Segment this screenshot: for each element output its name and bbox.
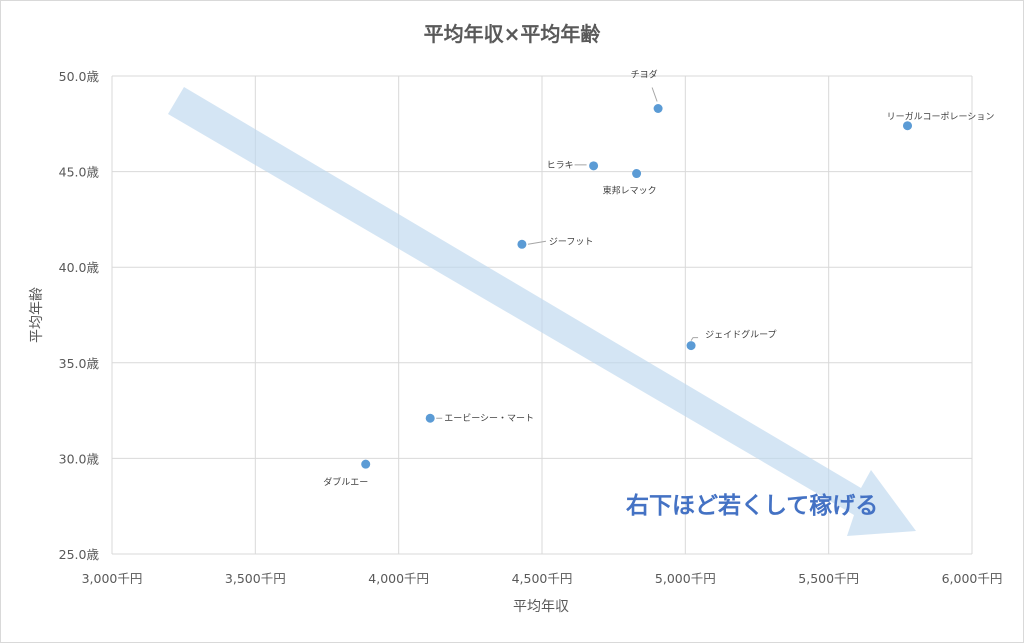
leader-line-5 (690, 337, 699, 341)
y-tick-label-1: 30.0歳 (59, 451, 100, 466)
leader-line-0 (651, 87, 658, 102)
trend-arrow-shape (168, 87, 916, 536)
data-point-3 (632, 169, 642, 179)
point-label-5: ジェイドグループ (705, 329, 776, 341)
data-point-6 (425, 413, 435, 423)
y-tick-label-2: 35.0歳 (59, 356, 100, 371)
point-label-4: ジーフット (549, 237, 593, 247)
point-label-7: ダブルエー (323, 476, 368, 488)
data-point-labels: チヨダリーガルコーポレーションヒラキ東邦レマックジーフットジェイドグループエービ… (323, 69, 994, 489)
y-tick-label-0: 25.0歳 (59, 547, 100, 562)
point-label-2: ヒラキ (547, 160, 574, 171)
x-tick-label-6: 6,000千円 (942, 571, 1003, 586)
y-axis-ticks: 25.0歳 30.0歳 35.0歳 40.0歳 45.0歳 50.0歳 (59, 69, 100, 562)
trend-annotation: 右下ほど若くして稼げる (626, 492, 878, 519)
y-tick-label-4: 45.0歳 (59, 165, 100, 180)
data-point-7 (361, 459, 371, 469)
y-tick-label-3: 40.0歳 (59, 260, 100, 275)
point-label-6: エービーシー・マート (444, 413, 534, 424)
leader-line-4 (527, 240, 547, 245)
x-axis-title: 平均年収 (513, 599, 569, 615)
label-leader-lines (436, 87, 699, 419)
trend-arrow (168, 87, 916, 536)
x-tick-label-2: 4,000千円 (368, 571, 429, 586)
data-point-0 (653, 104, 663, 114)
data-point-5 (686, 341, 696, 351)
point-label-1: リーガルコーポレーション (887, 112, 995, 123)
gridlines (111, 75, 973, 555)
data-point-1 (903, 121, 912, 131)
data-point-4 (517, 239, 527, 249)
x-tick-label-1: 3,500千円 (225, 571, 286, 586)
x-axis-ticks: 3,000千円 3,500千円 4,000千円 4,500千円 5,000千円 5,500… (82, 571, 1003, 586)
data-points (361, 104, 912, 469)
x-tick-label-3: 4,500千円 (512, 571, 573, 586)
point-label-0: チヨダ (631, 69, 658, 81)
x-tick-label-0: 3,000千円 (82, 571, 143, 586)
x-tick-label-5: 5,500千円 (798, 571, 859, 586)
y-tick-label-5: 50.0歳 (59, 69, 100, 84)
chart-title: 平均年収×平均年齢 (424, 22, 602, 46)
y-axis-title: 平均年齢 (29, 287, 45, 343)
point-label-3: 東邦レマック (603, 185, 657, 197)
data-point-2 (589, 161, 599, 171)
x-tick-label-4: 5,000千円 (655, 571, 716, 586)
